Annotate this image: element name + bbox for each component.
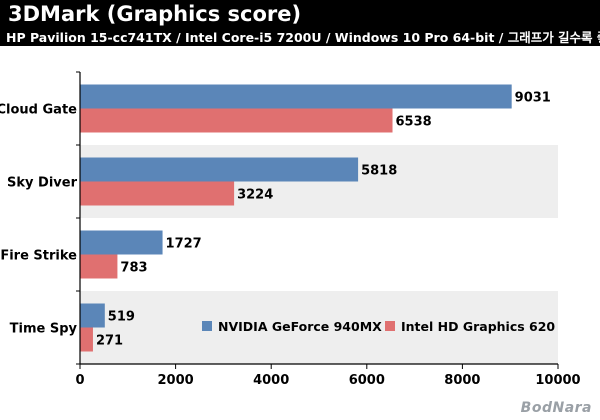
data-label: 783 bbox=[120, 261, 147, 276]
category-label: Sky Diver bbox=[7, 176, 78, 191]
chart-subtitle: HP Pavilion 15-cc741TX / Intel Core-i5 7… bbox=[6, 30, 600, 45]
x-tick-label: 4000 bbox=[253, 373, 289, 388]
x-tick-label: 2000 bbox=[158, 373, 194, 388]
category-label: Cloud Gate bbox=[0, 103, 77, 118]
chart-title: 3DMark (Graphics score) bbox=[8, 2, 302, 26]
bar bbox=[80, 181, 235, 206]
x-tick-label: 8000 bbox=[444, 373, 480, 388]
data-label: 1727 bbox=[166, 237, 202, 252]
bar bbox=[80, 230, 163, 255]
x-tick-label: 0 bbox=[75, 373, 84, 388]
bar-chart: Cloud Gate 9031 6538 Sky Diver 5818 3224 Fire … bbox=[0, 71, 581, 388]
bar bbox=[80, 84, 512, 109]
legend-label: Intel HD Graphics 620 bbox=[401, 319, 555, 334]
legend-swatch bbox=[202, 321, 212, 331]
data-label: 3224 bbox=[237, 188, 273, 203]
category-label: Time Spy bbox=[10, 322, 78, 337]
bar bbox=[80, 254, 118, 279]
legend-label: NVIDIA GeForce 940MX bbox=[218, 319, 382, 334]
category-band bbox=[80, 291, 558, 364]
x-tick-label: 6000 bbox=[349, 373, 385, 388]
category-label: Fire Strike bbox=[0, 249, 77, 264]
chart-header: 3DMark (Graphics score) HP Pavilion 15-c… bbox=[0, 0, 600, 46]
bar bbox=[80, 327, 93, 352]
legend-swatch bbox=[385, 321, 395, 331]
data-label: 5818 bbox=[361, 164, 397, 179]
data-label: 519 bbox=[108, 310, 135, 325]
bar bbox=[80, 303, 105, 328]
bar bbox=[80, 108, 393, 133]
watermark-logo: BodNara bbox=[520, 400, 592, 416]
data-label: 9031 bbox=[515, 91, 551, 106]
x-tick-label: 10000 bbox=[535, 373, 580, 388]
data-label: 271 bbox=[96, 334, 123, 349]
bar bbox=[80, 157, 359, 182]
data-label: 6538 bbox=[396, 115, 432, 130]
